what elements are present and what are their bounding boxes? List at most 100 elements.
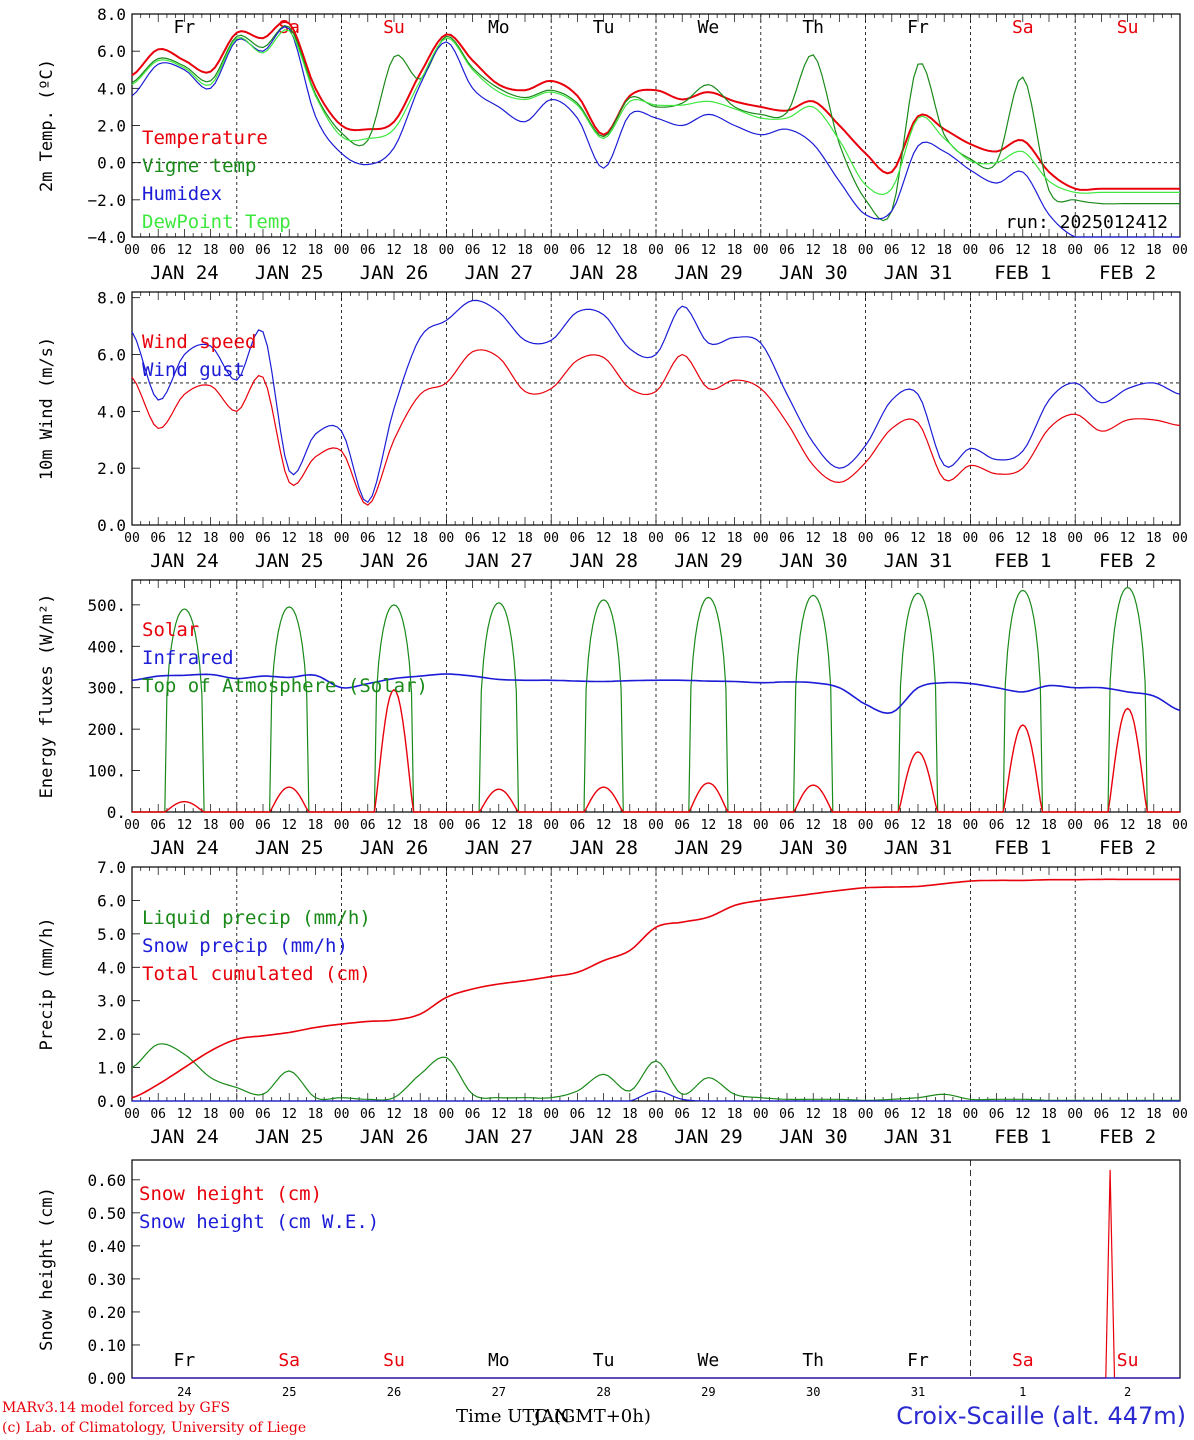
panel-2: 8.0 6.0 4.0 2.0 0.0 10m Wind (m/s) 00 06 12 18 00 0… — [37, 289, 1188, 572]
day-name: Su — [1117, 1350, 1139, 1371]
x-hour-label: 18 — [727, 818, 743, 833]
x-hour-label: 18 — [727, 1107, 743, 1122]
x-hour-label: 18 — [622, 1107, 638, 1122]
y-tick-label: 2.0 — [97, 459, 126, 478]
x-hour-label: 12 — [805, 1107, 821, 1122]
x-hour-label: 12 — [701, 243, 717, 258]
x-hour-label: 12 — [1120, 1107, 1136, 1122]
x-day-number: 24 — [177, 1385, 191, 1399]
x-hour-label: 00 — [334, 818, 350, 833]
x-hour-label: 12 — [386, 531, 402, 546]
x-hour-label: 06 — [779, 531, 795, 546]
x-hour-label: 18 — [308, 531, 324, 546]
x-hour-label: 06 — [570, 1107, 586, 1122]
x-hour-label: 06 — [465, 531, 481, 546]
x-hour-label: 18 — [517, 818, 533, 833]
x-hour-label: 00 — [543, 531, 559, 546]
x-date-label: JAN 27 — [464, 550, 533, 572]
x-hour-label: 18 — [412, 531, 428, 546]
x-date-label: JAN 24 — [150, 550, 219, 572]
x-date-label: JAN 25 — [255, 262, 324, 284]
x-hour-label: 00 — [124, 1107, 140, 1122]
x-hour-label: 06 — [465, 818, 481, 833]
x-hour-label: 12 — [701, 1107, 717, 1122]
x-hour-label: 06 — [255, 1107, 271, 1122]
x-date-label: JAN 28 — [569, 837, 638, 859]
x-hour-label: 12 — [701, 818, 717, 833]
x-hour-label: 12 — [596, 818, 612, 833]
x-hour-label: 18 — [1146, 243, 1162, 258]
x-hour-label: 18 — [203, 1107, 219, 1122]
x-hour-label: 18 — [308, 1107, 324, 1122]
legend-label: Liquid precip (mm/h) — [142, 907, 371, 929]
x-hour-label: 00 — [543, 243, 559, 258]
y-tick-label: 4.0 — [97, 79, 126, 98]
y-tick-label: 4.0 — [97, 958, 126, 977]
y-tick-label: 2.0 — [97, 117, 126, 136]
x-date-label: JAN 27 — [464, 1126, 533, 1148]
x-date-label: FEB 2 — [1099, 550, 1156, 572]
x-date-label: JAN 31 — [884, 1126, 953, 1148]
x-hour-label: 06 — [255, 818, 271, 833]
x-hour-label: 00 — [1172, 243, 1188, 258]
x-hour-label: 00 — [858, 818, 874, 833]
x-hour-label: 12 — [281, 531, 297, 546]
x-hour-label: 06 — [779, 243, 795, 258]
x-hour-label: 06 — [884, 1107, 900, 1122]
series-temperature — [131, 20, 1180, 191]
day-name: Fr — [174, 17, 196, 38]
x-hour-label: 00 — [858, 1107, 874, 1122]
time-axis-label: Time UTC (GMT+0h) JAN — [456, 1406, 651, 1427]
x-hour-label: 12 — [805, 818, 821, 833]
x-hour-label: 00 — [753, 818, 769, 833]
x-date-label: JAN 24 — [150, 1126, 219, 1148]
x-date-label: JAN 29 — [674, 1126, 743, 1148]
x-hour-label: 06 — [465, 243, 481, 258]
legend-label: Vigne temp — [142, 155, 256, 177]
x-hour-label: 12 — [386, 818, 402, 833]
x-date-label: JAN 26 — [360, 262, 429, 284]
legend-label: Wind gust — [142, 359, 245, 381]
legend-label: Total cumulated (cm) — [142, 963, 371, 985]
x-date-label: JAN 31 — [884, 550, 953, 572]
x-hour-label: 00 — [1172, 818, 1188, 833]
x-hour-label: 00 — [439, 1107, 455, 1122]
x-hour-label: 18 — [308, 243, 324, 258]
panel-frame — [131, 13, 1181, 238]
x-hour-label: 00 — [543, 1107, 559, 1122]
y-tick-label: 0.00 — [87, 1369, 126, 1388]
x-hour-label: 18 — [1041, 818, 1057, 833]
x-day-number: 2 — [1124, 1385, 1131, 1399]
x-hour-label: 18 — [832, 818, 848, 833]
x-date-label: JAN 24 — [150, 262, 219, 284]
day-name: Mo — [488, 17, 510, 38]
x-hour-label: 06 — [255, 243, 271, 258]
time-axis-overlay: JAN — [534, 1406, 570, 1427]
x-hour-label: 06 — [150, 243, 166, 258]
legend-label: Snow precip (mm/h) — [142, 935, 348, 957]
x-hour-label: 00 — [753, 1107, 769, 1122]
x-date-label: JAN 25 — [255, 1126, 324, 1148]
x-date-label: JAN 27 — [464, 262, 533, 284]
x-date-label: JAN 30 — [779, 1126, 848, 1148]
series-snow-precip-mm-h- — [132, 1090, 1180, 1102]
x-day-number: 25 — [282, 1385, 296, 1399]
day-name: Fr — [907, 17, 929, 38]
x-hour-label: 18 — [727, 531, 743, 546]
y-tick-label: 300. — [87, 679, 126, 698]
day-name: Fr — [907, 1350, 929, 1371]
x-hour-label: 00 — [229, 1107, 245, 1122]
x-hour-label: 12 — [177, 531, 193, 546]
y-tick-label: 5.0 — [97, 925, 126, 944]
x-hour-label: 18 — [412, 1107, 428, 1122]
x-hour-label: 18 — [936, 1107, 952, 1122]
y-tick-label: −2.0 — [87, 191, 126, 210]
y-tick-label: 0.40 — [87, 1237, 126, 1256]
x-hour-label: 00 — [124, 818, 140, 833]
y-tick-label: 6.0 — [97, 42, 126, 61]
x-hour-label: 00 — [334, 531, 350, 546]
x-hour-label: 12 — [491, 818, 507, 833]
x-hour-label: 00 — [543, 818, 559, 833]
x-hour-label: 06 — [989, 531, 1005, 546]
